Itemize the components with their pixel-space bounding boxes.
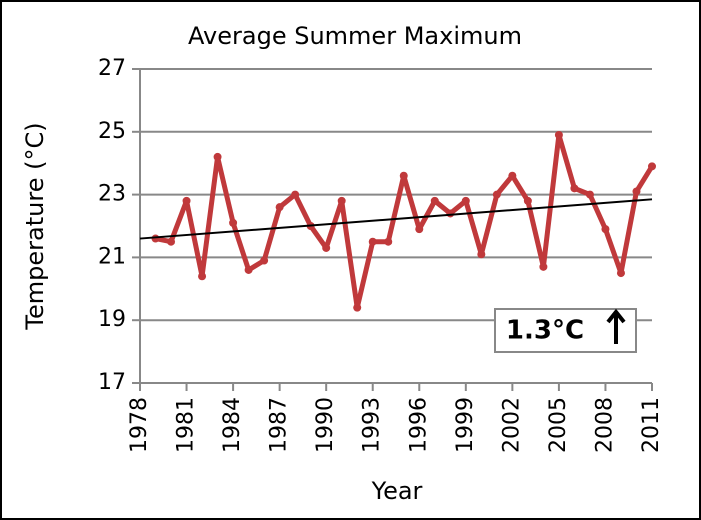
data-point [632,187,641,196]
data-point [353,303,362,312]
y-axis-label: Temperature (°C) [21,122,49,330]
trend-line [139,198,653,240]
x-tick-label: 2002 [499,397,524,453]
x-tick-label: 1978 [127,397,152,453]
x-tick-label: 2011 [639,397,664,453]
data-point [368,237,377,246]
data-point [461,196,470,205]
data-point [384,237,393,246]
x-tick-label: 1999 [453,397,478,453]
data-point [492,190,501,199]
data-point [570,184,579,193]
x-tick-label: 1993 [360,397,385,453]
data-point [229,218,238,227]
x-tick-label: 1996 [406,397,431,453]
chart-title: Average Summer Maximum [188,22,522,50]
x-tick-label: 1990 [313,397,338,453]
annotation: 1.3°C [506,316,584,346]
data-point [182,196,191,205]
data-point [322,243,331,252]
x-axis-label: Year [371,477,423,505]
data-point [213,152,222,161]
up-arrow [606,308,626,344]
data-point [198,272,207,281]
x-tick-label: 1984 [220,397,245,453]
x-tick-label: 2005 [546,397,571,453]
data-point [616,269,625,278]
data-point [601,225,610,234]
data-point [523,196,532,205]
x-tick-label: 1987 [267,397,292,453]
data-point [415,225,424,234]
y-tick-label: 17 [98,370,126,395]
data-point [554,130,563,139]
data-point [244,265,253,274]
data-point [446,209,455,218]
plot-area: 17 19 21 23 25 27 1978 1981 1984 1987 1990 1993 1996… [98,56,664,453]
data-point [477,250,486,259]
data-point [167,237,176,246]
y-tick-label: 23 [98,182,126,207]
data-point [291,190,300,199]
data-point [337,196,346,205]
data-point [399,171,408,180]
x-tick-label: 1981 [174,397,199,453]
data-point [430,196,439,205]
data-point [585,190,594,199]
data-point [648,162,656,171]
y-tick-label: 25 [98,119,126,144]
data-point [539,262,548,271]
y-tick-label: 21 [98,244,126,269]
x-tick-label: 2008 [592,397,617,453]
data-point [275,203,284,212]
data-point [260,256,269,265]
data-point [508,171,517,180]
y-tick-label: 19 [98,307,126,332]
y-tick-label: 27 [98,56,126,81]
